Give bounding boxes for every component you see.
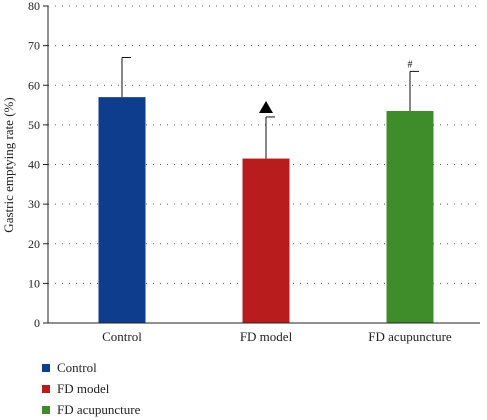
legend: Control FD model FD acupuncture [42, 357, 140, 420]
x-tick-label: FD model [240, 329, 293, 344]
legend-label: Control [57, 359, 97, 375]
x-axis: Control FD model FD acupuncture [48, 322, 480, 344]
y-axis-title: Gastric emptying rate (%) [1, 97, 16, 232]
bar-control [98, 97, 146, 323]
legend-swatch-fd-model [42, 384, 50, 393]
legend-label: FD acupuncture [57, 401, 141, 417]
legend-item-fd-model: FD model [42, 378, 140, 399]
y-tick-label: 70 [28, 39, 40, 53]
y-tick-label: 40 [28, 158, 40, 172]
bar-fd-acupuncture [386, 111, 434, 323]
y-tick-label: 20 [28, 237, 40, 251]
bar-chart: 0 10 20 30 40 50 60 70 80 # Control FD model FD ac… [1, 0, 480, 344]
y-tick-label: 80 [28, 0, 40, 13]
bars [98, 97, 434, 323]
y-tick-label: 50 [28, 118, 40, 132]
bar-fd-model [242, 158, 290, 323]
significance-annotation: # [408, 59, 413, 70]
y-tick-label: 60 [28, 78, 40, 92]
significance-triangle-marker [259, 100, 273, 113]
legend-item-fd-acupuncture: FD acupuncture [42, 399, 140, 420]
legend-item-control: Control [42, 357, 140, 378]
y-tick-label: 30 [28, 197, 40, 211]
y-tick-label: 10 [28, 276, 40, 290]
legend-swatch-fd-acupuncture [42, 405, 50, 414]
y-tick-label: 0 [34, 316, 40, 330]
y-axis: 0 10 20 30 40 50 60 70 80 [28, 0, 49, 330]
error-bars: # [121, 57, 419, 159]
x-tick-label: FD acupuncture [368, 329, 452, 344]
legend-swatch-control [42, 363, 50, 372]
legend-label: FD model [57, 380, 110, 396]
x-tick-label: Control [102, 329, 142, 344]
